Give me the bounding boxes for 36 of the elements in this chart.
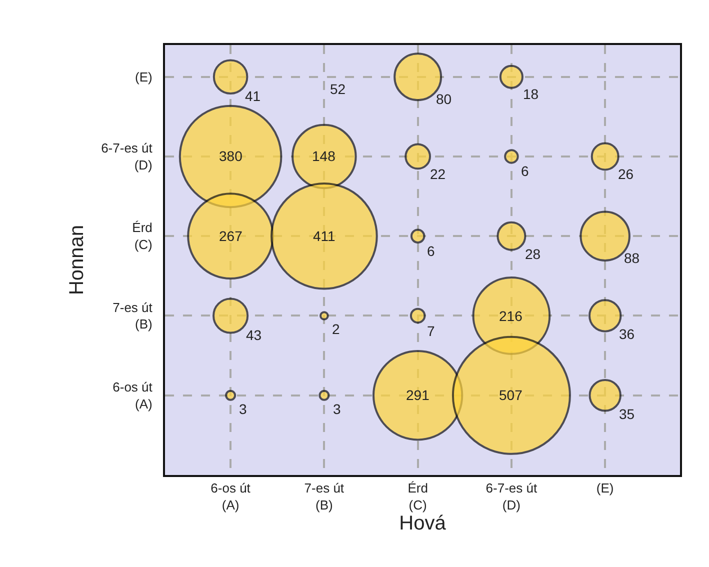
x-tick-label: (E) bbox=[596, 480, 614, 496]
text: 52 bbox=[330, 81, 346, 97]
y-axis-title: Honnan bbox=[66, 224, 88, 296]
data-label: 148 bbox=[312, 148, 336, 164]
y-tick-label: 6-os út (A) bbox=[112, 379, 153, 412]
data-label: 216 bbox=[499, 308, 523, 324]
y-tick-label: 6-7-es út (D) bbox=[101, 140, 153, 172]
data-label: 28 bbox=[525, 246, 541, 262]
data-label: 35 bbox=[619, 406, 635, 422]
data-label: 80 bbox=[436, 91, 452, 107]
data-label: 22 bbox=[430, 166, 446, 182]
data-label: 3 bbox=[333, 401, 341, 417]
y-tick-label: 7-es út (B) bbox=[112, 300, 153, 332]
data-label: 6 bbox=[427, 243, 435, 259]
data-label: 267 bbox=[219, 228, 243, 244]
data-label: 507 bbox=[499, 387, 523, 403]
data-label: 6 bbox=[521, 163, 529, 179]
data-label: 411 bbox=[313, 228, 336, 244]
x-tick-label: Érd (C) bbox=[408, 480, 428, 512]
data-label: 2 bbox=[332, 321, 340, 337]
x-tick-label: 7-es út (B) bbox=[304, 480, 344, 512]
data-label: 36 bbox=[619, 326, 635, 342]
data-label: 88 bbox=[624, 250, 640, 266]
data-label: 291 bbox=[406, 387, 430, 403]
y-tick-label: (E) bbox=[135, 69, 152, 84]
data-label: 380 bbox=[219, 148, 243, 164]
data-label: 3 bbox=[239, 401, 247, 417]
data-label: 43 bbox=[246, 327, 262, 343]
x-tick-label: 6-os út (A) bbox=[210, 480, 251, 512]
x-axis-title: Hová bbox=[399, 512, 447, 534]
x-tick-label: 6-7-es út (D) bbox=[486, 480, 538, 512]
y-tick-label: Érd (C) bbox=[132, 220, 152, 252]
data-label: 26 bbox=[618, 166, 634, 182]
data-label: 7 bbox=[427, 323, 435, 339]
data-label: 18 bbox=[523, 86, 539, 102]
data-label: 41 bbox=[245, 88, 261, 104]
